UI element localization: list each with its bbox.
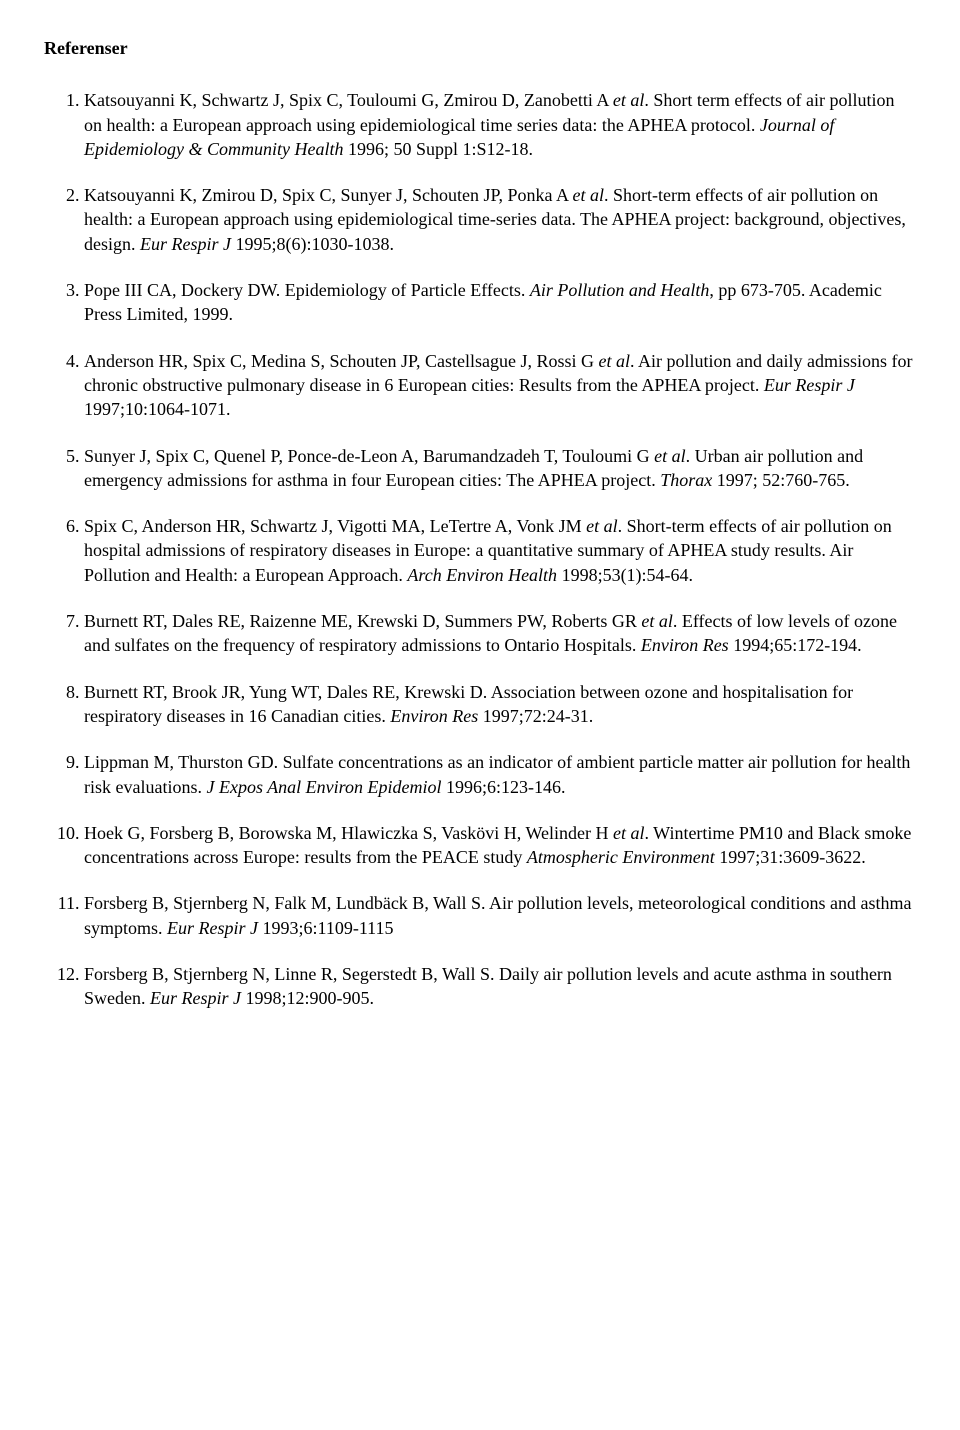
ref-text: Katsouyanni K, Zmirou D, Spix C, Sunyer … xyxy=(84,185,573,205)
ref-journal: Eur Respir J xyxy=(167,918,258,938)
ref-journal: Eur Respir J xyxy=(140,234,231,254)
ref-journal: Eur Respir J xyxy=(150,988,241,1008)
ref-text: Burnett RT, Dales RE, Raizenne ME, Krews… xyxy=(84,611,641,631)
ref-text: Pope III CA, Dockery DW. Epidemiology of… xyxy=(84,280,530,300)
ref-text: Anderson HR, Spix C, Medina S, Schouten … xyxy=(84,351,599,371)
ref-journal: Arch Environ Health xyxy=(407,565,557,585)
ref-etal: et al xyxy=(654,446,686,466)
ref-text: Katsouyanni K, Schwartz J, Spix C, Toulo… xyxy=(84,90,613,110)
ref-citation: 1997; 52:760-765. xyxy=(712,470,850,490)
ref-etal: et al xyxy=(613,823,645,843)
ref-text: Sunyer J, Spix C, Quenel P, Ponce-de-Leo… xyxy=(84,446,654,466)
ref-text: Hoek G, Forsberg B, Borowska M, Hlawiczk… xyxy=(84,823,613,843)
ref-journal: Environ Res xyxy=(641,635,729,655)
reference-item: Forsberg B, Stjernberg N, Falk M, Lundbä… xyxy=(84,891,916,940)
section-title: Referenser xyxy=(44,36,916,60)
ref-etal: et al xyxy=(573,185,605,205)
ref-text: Spix C, Anderson HR, Schwartz J, Vigotti… xyxy=(84,516,586,536)
reference-item: Sunyer J, Spix C, Quenel P, Ponce-de-Leo… xyxy=(84,444,916,493)
reference-item: Katsouyanni K, Schwartz J, Spix C, Toulo… xyxy=(84,88,916,161)
ref-citation: 1997;31:3609-3622. xyxy=(715,847,866,867)
ref-journal: Environ Res xyxy=(390,706,478,726)
ref-citation: 1997;10:1064-1071. xyxy=(84,399,231,419)
ref-etal: et al xyxy=(613,90,645,110)
reference-item: Pope III CA, Dockery DW. Epidemiology of… xyxy=(84,278,916,327)
reference-item: Burnett RT, Dales RE, Raizenne ME, Krews… xyxy=(84,609,916,658)
reference-item: Burnett RT, Brook JR, Yung WT, Dales RE,… xyxy=(84,680,916,729)
ref-citation: 1996;6:123-146. xyxy=(441,777,565,797)
ref-etal: et al xyxy=(586,516,618,536)
reference-item: Hoek G, Forsberg B, Borowska M, Hlawiczk… xyxy=(84,821,916,870)
reference-item: Spix C, Anderson HR, Schwartz J, Vigotti… xyxy=(84,514,916,587)
reference-item: Katsouyanni K, Zmirou D, Spix C, Sunyer … xyxy=(84,183,916,256)
ref-citation: 1996; 50 Suppl 1:S12-18. xyxy=(343,139,533,159)
reference-item: Anderson HR, Spix C, Medina S, Schouten … xyxy=(84,349,916,422)
ref-citation: 1998;53(1):54-64. xyxy=(557,565,693,585)
ref-etal: et al xyxy=(599,351,631,371)
ref-etal: et al xyxy=(641,611,673,631)
reference-item: Forsberg B, Stjernberg N, Linne R, Seger… xyxy=(84,962,916,1011)
ref-journal: Eur Respir J xyxy=(764,375,855,395)
ref-citation: 1993;6:1109-1115 xyxy=(258,918,394,938)
reference-item: Lippman M, Thurston GD. Sulfate concentr… xyxy=(84,750,916,799)
ref-citation: 1998;12:900-905. xyxy=(241,988,374,1008)
ref-journal: Thorax xyxy=(660,470,712,490)
reference-list: Katsouyanni K, Schwartz J, Spix C, Toulo… xyxy=(44,88,916,1010)
ref-etal: Air Pollution and Health xyxy=(530,280,710,300)
ref-journal: J Expos Anal Environ Epidemiol xyxy=(206,777,441,797)
ref-citation: 1994;65:172-194. xyxy=(729,635,862,655)
ref-citation: 1995;8(6):1030-1038. xyxy=(231,234,394,254)
ref-journal: Atmospheric Environment xyxy=(527,847,715,867)
ref-citation: 1997;72:24-31. xyxy=(478,706,593,726)
